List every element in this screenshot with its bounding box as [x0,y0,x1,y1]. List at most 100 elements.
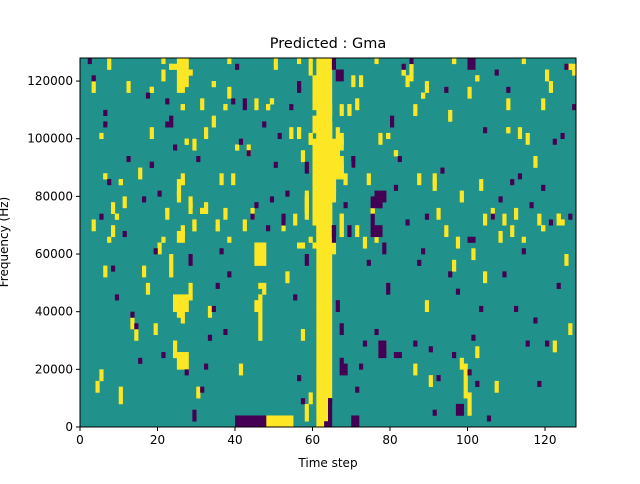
heatmap-cell [173,352,178,359]
heatmap-cell [378,352,383,359]
heatmap-cell [331,236,337,243]
heatmap-cell [320,138,325,145]
y-tick-label: 80000 [35,189,73,203]
heatmap-cell [103,173,108,180]
heatmap-cell [324,196,329,203]
heatmap-cell [293,219,298,226]
heatmap-cell [335,167,340,174]
heatmap-cell [254,104,259,111]
heatmap-cell [328,305,333,312]
heatmap-cell [316,98,321,105]
heatmap-cell [339,363,344,370]
heatmap-cell [320,392,325,399]
heatmap-cell [428,375,433,382]
heatmap-cell [316,161,321,168]
heatmap-cell [510,230,515,238]
heatmap-cell [134,323,139,330]
heatmap-cell [180,63,185,70]
heatmap-cell [324,340,329,347]
heatmap-cell [324,98,329,105]
heatmap-cell [242,225,247,232]
heatmap-cell [324,236,329,243]
heatmap-cell [355,386,360,393]
heatmap-cell [316,398,321,405]
heatmap-cell [324,92,329,99]
heatmap-cell [328,409,333,416]
heatmap-cell [339,230,344,238]
heatmap-cell [324,277,329,284]
heatmap-cell [386,282,391,289]
heatmap-cell [269,421,275,428]
heatmap-cell [343,369,348,376]
heatmap-cell [331,167,337,174]
heatmap-cell [91,75,96,82]
heatmap-cell [308,69,313,76]
heatmap-cell [448,109,453,116]
heatmap-cell [502,213,507,220]
heatmap-cell [471,334,476,341]
heatmap-cell [316,132,321,140]
heatmap-cell [223,104,228,111]
heatmap-cell [122,230,127,238]
heatmap-cell [506,104,511,111]
heatmap-cell [308,63,313,70]
heatmap-cell [316,415,321,422]
heatmap-cell [564,63,569,70]
heatmap-cell [413,104,418,111]
heatmap-cell [370,230,375,238]
heatmap-cell [324,271,329,278]
heatmap-cell [401,63,406,70]
y-tick-label: 120000 [27,74,73,88]
heatmap-cell [285,190,290,197]
heatmap-cell [176,75,182,82]
heatmap-cell [157,242,162,249]
heatmap-cell [289,421,294,428]
heatmap-cell [262,242,267,249]
heatmap-cell [258,259,263,266]
heatmap-cell [312,127,317,134]
heatmap-cell [331,179,337,186]
heatmap-cell [157,190,162,197]
heatmap-cell [483,127,488,134]
heatmap-cell [254,202,259,209]
heatmap-cell [242,104,247,111]
heatmap-cell [324,380,329,387]
heatmap-cell [328,317,333,324]
heatmap-cell [107,58,112,65]
heatmap-cell [300,398,306,405]
heatmap-cell [312,184,317,191]
heatmap-cell [231,98,236,105]
heatmap-cell [328,265,333,272]
heatmap-cell [204,202,209,209]
heatmap-cell [180,300,185,307]
heatmap-cell [467,392,472,399]
heatmap-cell [335,173,340,180]
heatmap-cell [320,248,325,255]
heatmap-cell [405,75,410,82]
heatmap-cell [254,305,259,312]
heatmap-cell [312,92,317,99]
heatmap-cell [498,196,503,203]
heatmap-cell [200,386,205,393]
heatmap-cell [378,138,383,145]
heatmap-cell [184,357,189,364]
chart-title: Predicted : Gma [270,36,386,52]
heatmap-cell [262,421,267,428]
heatmap-cell [331,58,337,65]
heatmap-cell [355,225,360,232]
y-tick-label: 40000 [35,305,73,319]
heatmap-cell [304,190,309,197]
heatmap-cell [328,202,333,209]
heatmap-cell [467,403,472,411]
heatmap-cell [285,421,290,428]
heatmap-cell [103,265,108,272]
heatmap-cell [382,346,387,353]
heatmap-cell [149,132,154,140]
heatmap-cell [145,92,151,99]
heatmap-cell [293,213,298,220]
heatmap-cells [87,58,577,428]
heatmap-cell [320,415,325,422]
heatmap-cell [324,403,329,411]
heatmap-cell [378,202,383,209]
heatmap-cell [506,98,511,105]
